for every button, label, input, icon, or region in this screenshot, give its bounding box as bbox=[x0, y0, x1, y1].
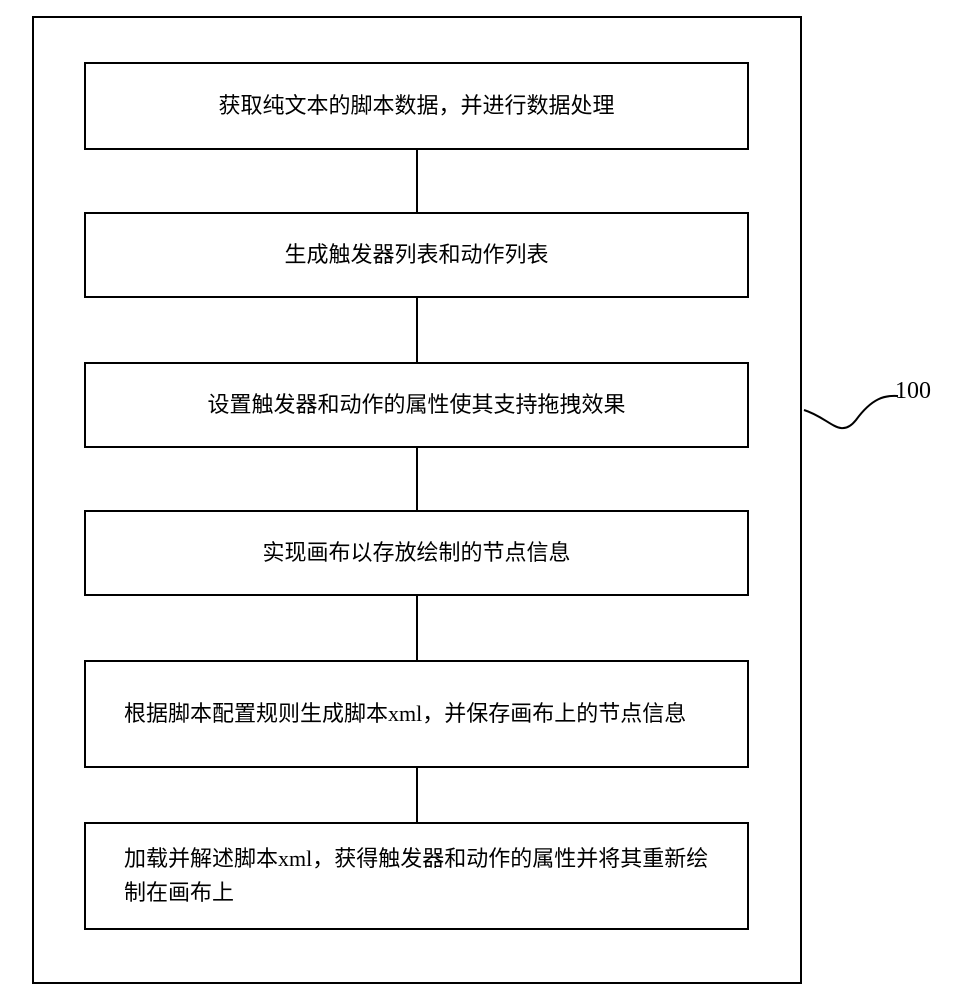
figure-label-text: 100 bbox=[895, 378, 931, 404]
callout-curve bbox=[0, 0, 968, 1000]
diagram-canvas: 获取纯文本的脚本数据，并进行数据处理生成触发器列表和动作列表设置触发器和动作的属… bbox=[0, 0, 968, 1000]
figure-label: 100 bbox=[895, 378, 931, 405]
